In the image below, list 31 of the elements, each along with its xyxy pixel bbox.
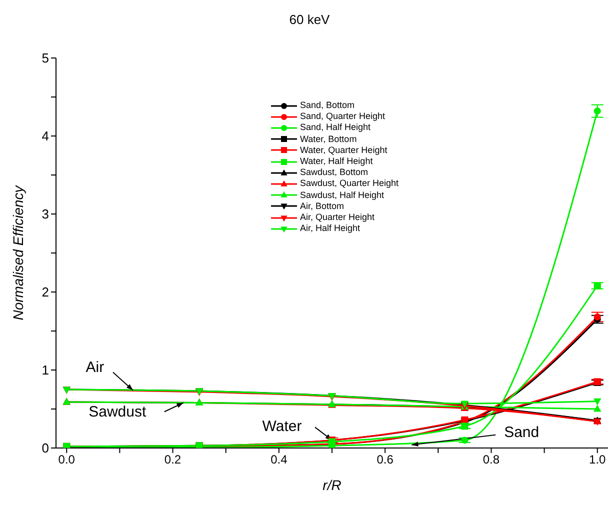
x-axis-title: r/R (322, 477, 342, 493)
annotation: Sawdust (88, 404, 147, 421)
x-tick-label: 0.6 (376, 452, 394, 467)
chart-title: 60 keV (288, 12, 331, 27)
y-tick-label: 5 (42, 50, 49, 66)
legend-label: Water, Quarter Height (300, 144, 388, 156)
legend-label: Sawdust, Quarter Height (300, 178, 399, 190)
y-tick-label: 1 (42, 362, 49, 378)
x-tick-label: 0.4 (270, 452, 288, 467)
x-tick-label: 1.0 (589, 452, 606, 467)
legend-label: Air, Quarter Height (300, 212, 375, 224)
legend-label: Sand, Half Height (300, 122, 371, 134)
legend-label: Air, Bottom (300, 200, 344, 212)
x-tick-label: 0.8 (482, 452, 500, 467)
x-tick-label: 0.0 (58, 452, 76, 467)
y-tick-label: 0 (42, 440, 49, 456)
y-tick-label: 4 (42, 128, 49, 144)
x-tick-label: 0.2 (164, 452, 182, 467)
legend-label: Sand, Quarter Height (300, 111, 386, 122)
y-tick-label: 3 (42, 206, 49, 222)
legend-label: Water, Bottom (300, 134, 357, 145)
y-axis-title: Normalised Efficiency (10, 184, 26, 320)
legend-label: Sawdust, Bottom (300, 167, 368, 178)
legend-label: Sawdust, Half Height (300, 190, 384, 201)
annotation: Air (86, 359, 104, 376)
legend-label: Water, Half Height (300, 156, 373, 168)
legend-label: Sand, Bottom (300, 100, 355, 112)
annotation: Water (262, 418, 302, 436)
legend-label: Air, Half Height (300, 223, 360, 234)
annotation: Sand (504, 424, 540, 441)
y-tick-label: 2 (42, 284, 49, 300)
